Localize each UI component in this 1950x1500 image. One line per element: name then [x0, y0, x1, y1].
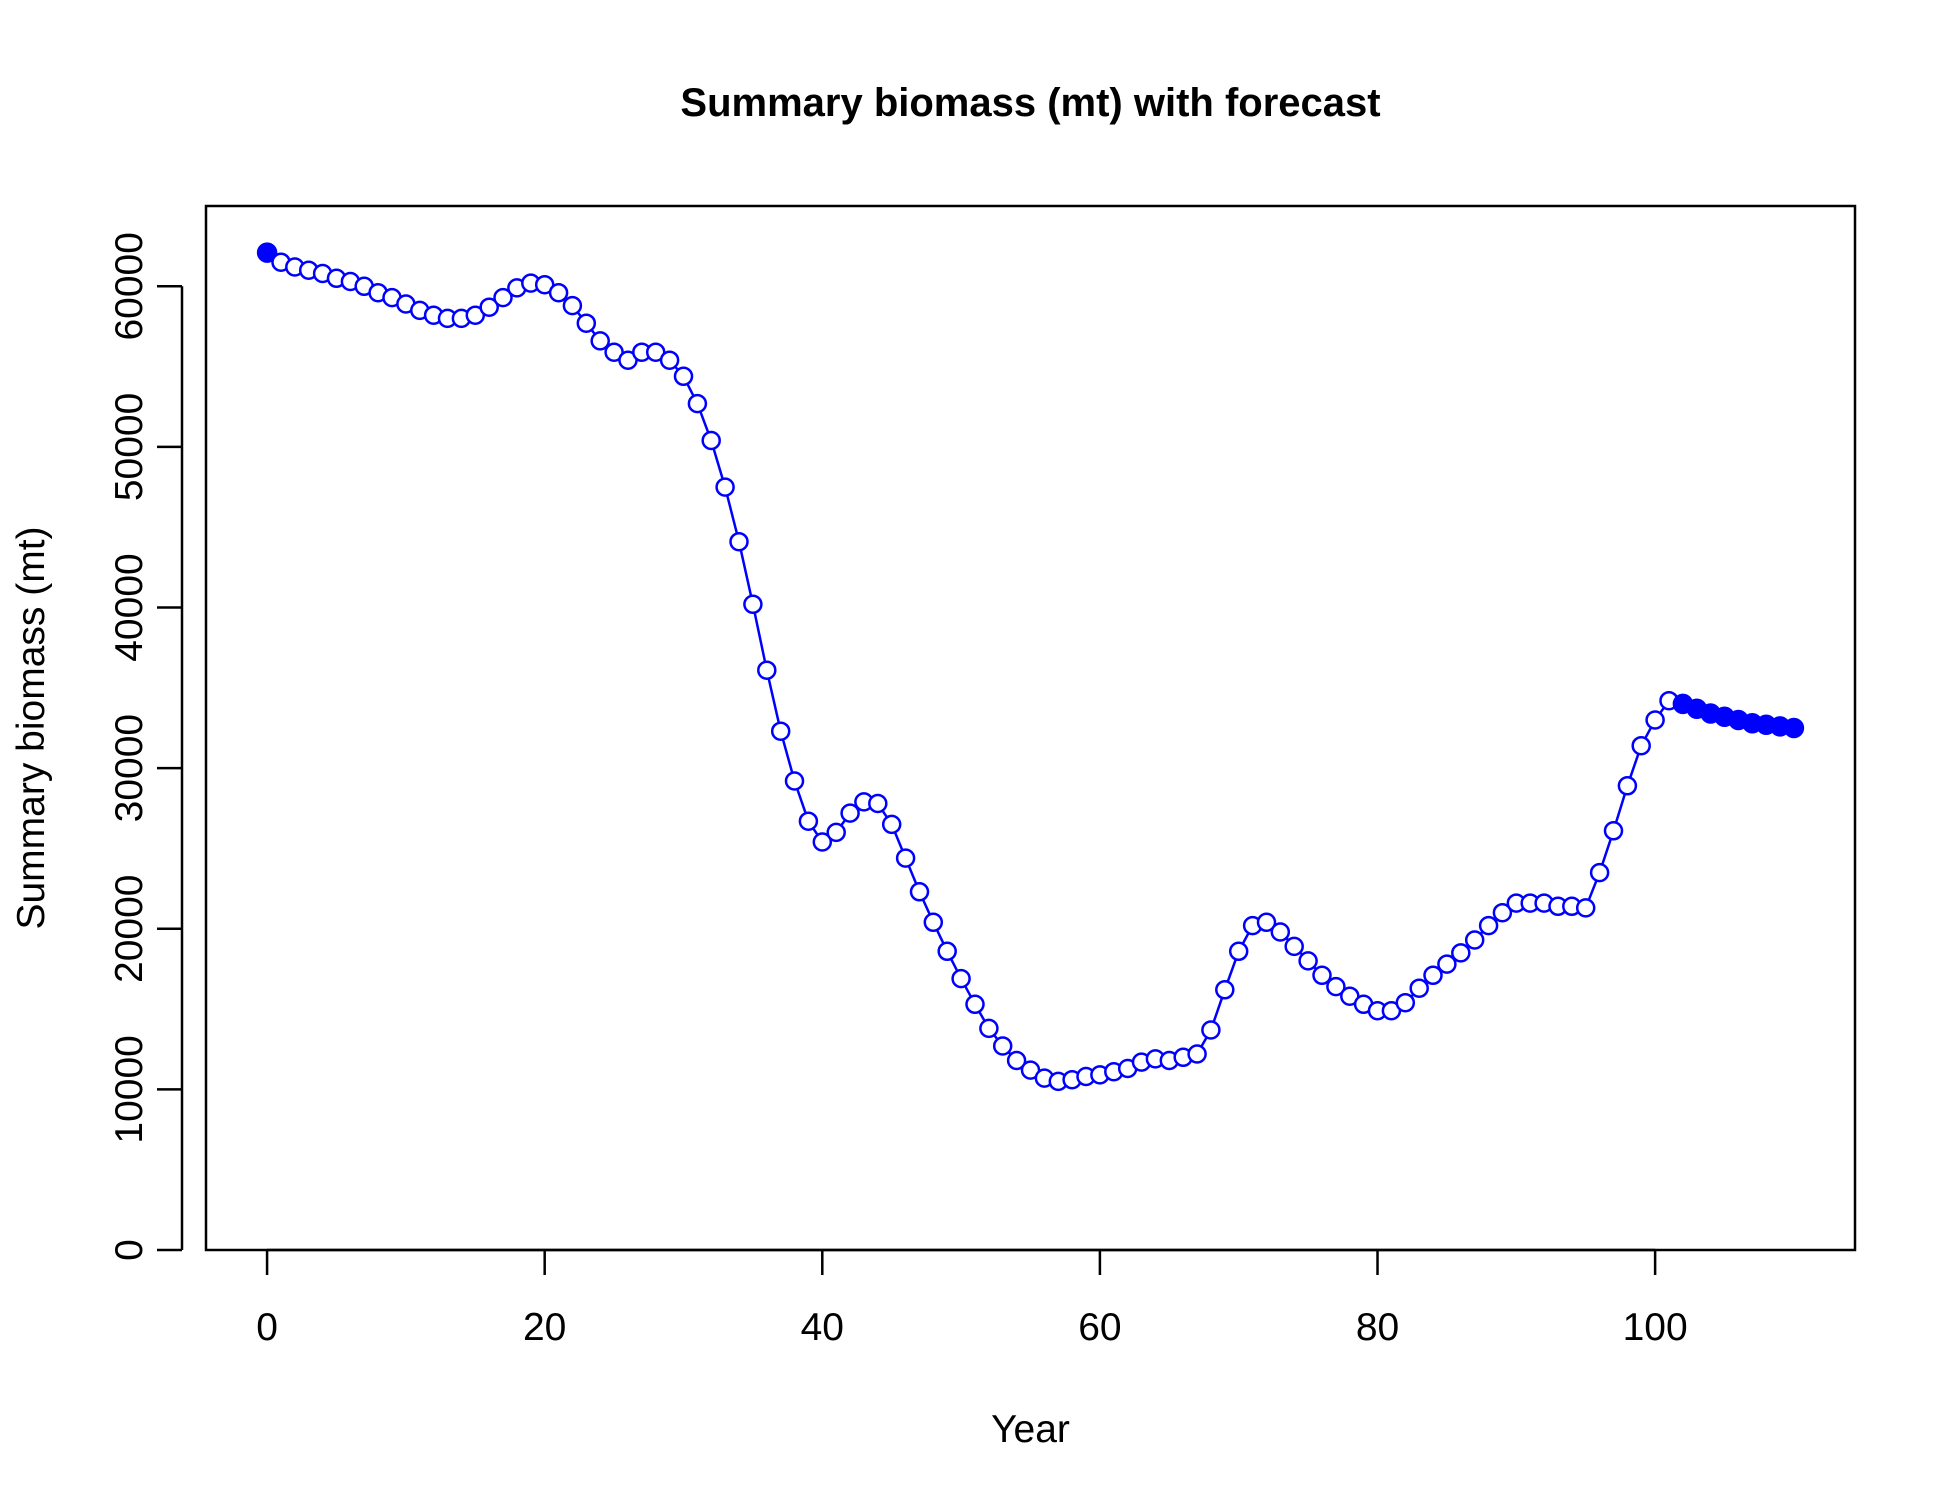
x-tick-label: 40	[801, 1306, 844, 1349]
x-tick-label: 60	[1078, 1306, 1121, 1349]
data-point	[1298, 951, 1318, 971]
data-point	[1284, 936, 1304, 957]
data-point	[1645, 710, 1665, 730]
data-point	[548, 282, 569, 303]
data-point	[1603, 821, 1624, 841]
y-axis: 0 10000 20000 30000 40000 50000 60000	[108, 232, 184, 1261]
y-tick-label: 10000	[108, 1035, 151, 1143]
y-tick-label: 30000	[108, 714, 151, 822]
y-tick-label: 20000	[108, 875, 151, 983]
data-point	[576, 313, 597, 333]
data-point	[992, 1036, 1013, 1056]
data-point	[1270, 922, 1291, 942]
x-axis-label: Year	[991, 1408, 1070, 1451]
x-tick-label: 80	[1356, 1306, 1399, 1349]
series-line	[266, 251, 1795, 1083]
x-tick-label: 20	[523, 1306, 566, 1349]
data-point	[937, 941, 957, 962]
data-point	[979, 1018, 999, 1039]
data-point	[590, 331, 610, 351]
plot-frame	[204, 204, 1857, 1252]
y-tick-label: 60000	[108, 232, 151, 340]
data-point	[715, 477, 735, 497]
data-point	[1187, 1044, 1207, 1064]
data-point	[840, 803, 860, 823]
data-point	[659, 350, 680, 370]
data-point	[1589, 862, 1610, 883]
data-point	[826, 822, 846, 843]
series-layer	[256, 242, 1805, 1092]
data-point	[673, 366, 694, 387]
data-point	[1451, 943, 1471, 963]
data-point	[729, 531, 749, 552]
data-point	[1201, 1020, 1221, 1040]
data-point	[951, 968, 971, 989]
data-point	[1395, 992, 1416, 1013]
data-point	[1215, 980, 1235, 1000]
data-point	[909, 882, 930, 902]
y-axis-label: Summary biomass (mt)	[10, 526, 53, 929]
data-point	[881, 814, 902, 835]
data-point	[965, 994, 985, 1015]
data-point	[1006, 1050, 1027, 1071]
data-point	[868, 793, 888, 814]
data-point	[562, 295, 583, 316]
data-point	[1575, 898, 1596, 918]
x-tick-label: 100	[1623, 1306, 1688, 1349]
data-point	[1409, 978, 1429, 998]
y-tick-label: 50000	[108, 393, 151, 501]
data-point	[923, 912, 944, 933]
data-point	[798, 811, 819, 831]
data-point	[1423, 965, 1443, 986]
data-point	[1631, 735, 1651, 756]
data-point	[1228, 941, 1249, 962]
data-point	[493, 287, 513, 308]
data-point	[701, 430, 721, 451]
data-point	[1437, 954, 1457, 974]
data-point	[812, 832, 833, 852]
data-point	[784, 771, 805, 791]
data-point	[1464, 930, 1485, 950]
data-point	[1617, 776, 1638, 796]
x-axis: 0 20 40 60 80 100	[256, 1248, 1688, 1349]
data-point	[1478, 915, 1499, 936]
data-point	[1326, 976, 1346, 997]
data-point	[770, 721, 791, 741]
chart-title: Summary biomass (mt) with forecast	[680, 81, 1380, 125]
data-point	[687, 393, 708, 414]
forecast-point	[1783, 717, 1805, 739]
data-point	[1312, 965, 1332, 986]
data-point	[479, 297, 499, 317]
y-tick-label: 0	[108, 1239, 151, 1261]
y-tick-label: 40000	[108, 553, 151, 661]
forecast-point	[256, 242, 278, 263]
data-point	[757, 660, 777, 680]
data-point	[1256, 912, 1277, 933]
x-tick-label: 0	[256, 1306, 278, 1349]
data-point	[1492, 902, 1513, 923]
data-point	[743, 594, 763, 615]
data-point	[895, 848, 916, 868]
